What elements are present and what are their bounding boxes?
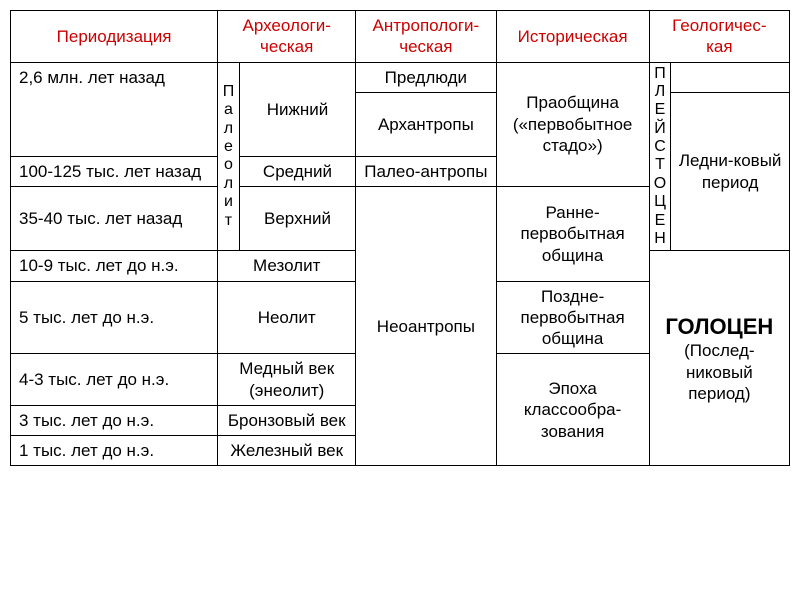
anthro-paleo: Палео-антропы [356, 156, 496, 186]
hist-late: Поздне-первобытная община [496, 281, 649, 354]
period-cell: 4-3 тыс. лет до н.э. [11, 354, 218, 406]
period-cell: 5 тыс. лет до н.э. [11, 281, 218, 354]
archaeo-neo: Неолит [218, 281, 356, 354]
anthro-arch: Архантропы [356, 92, 496, 156]
geo-holocene: ГОЛОЦЕН (Послед-никовый период) [649, 251, 789, 466]
header-period: Периодизация [11, 11, 218, 63]
period-cell: 10-9 тыс. лет до н.э. [11, 251, 218, 281]
header-row: Периодизация Археологи- ческая Антрополо… [11, 11, 790, 63]
archaeo-iron: Железный век [218, 436, 356, 466]
geo-ice: Ледни-ковый период [671, 92, 790, 251]
table-row: 2,6 млн. лет назад П а л е о л и т Нижни… [11, 62, 790, 92]
periodization-table: Периодизация Археологи- ческая Антрополо… [10, 10, 790, 466]
hist-early: Ранне-первобытная община [496, 187, 649, 281]
period-cell: 100-125 тыс. лет назад [11, 156, 218, 186]
period-cell: 35-40 тыс. лет назад [11, 187, 218, 251]
archaeo-upper: Верхний [239, 187, 356, 251]
header-geo: Геологичес- кая [649, 11, 789, 63]
holocene-title: ГОЛОЦЕН [665, 314, 773, 339]
archaeo-meso: Мезолит [218, 251, 356, 281]
archaeo-bronze: Бронзовый век [218, 405, 356, 435]
pleistocene-vert: П Л Е Й С Т О Ц Е Н [649, 62, 671, 251]
archaeo-lower: Нижний [239, 62, 356, 156]
period-cell: 1 тыс. лет до н.э. [11, 436, 218, 466]
anthro-pre: Предлюди [356, 62, 496, 92]
archaeo-middle: Средний [239, 156, 356, 186]
geo-empty [671, 62, 790, 92]
hist-proto: Праобщина («первобытное стадо») [496, 62, 649, 187]
header-hist: Историческая [496, 11, 649, 63]
period-cell: 3 тыс. лет до н.э. [11, 405, 218, 435]
holocene-sub: (Послед-никовый период) [684, 341, 754, 403]
anthro-neo: Неоантропы [356, 187, 496, 466]
period-cell: 2,6 млн. лет назад [11, 62, 218, 156]
header-anthro: Антропологи- ческая [356, 11, 496, 63]
archaeo-copper: Медный век (энеолит) [218, 354, 356, 406]
paleolit-vert: П а л е о л и т [218, 62, 240, 251]
hist-class: Эпоха классообра-зования [496, 354, 649, 466]
header-archaeo: Археологи- ческая [218, 11, 356, 63]
